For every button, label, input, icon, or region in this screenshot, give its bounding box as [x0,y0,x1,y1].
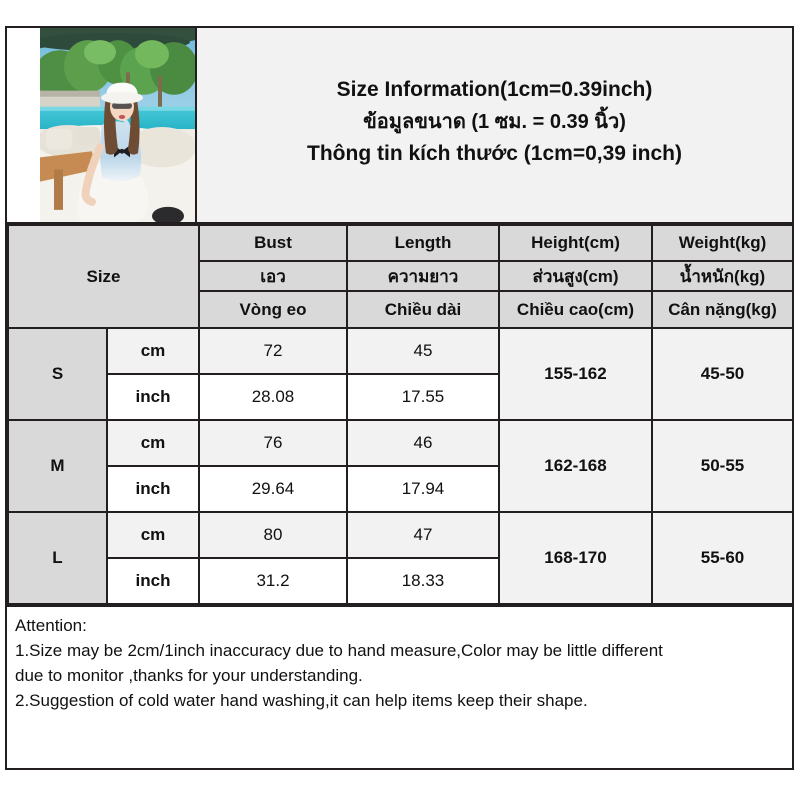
bust-inch-l: 31.2 [198,557,348,605]
length-cm-s: 45 [346,327,500,375]
size-label-m: M [7,419,108,513]
header-row-vietnamese: Vòng eo Chiều dài Chiều cao(cm) Cân nặng… [8,290,794,329]
product-photo-cell [7,28,197,222]
header-bust-vi: Vòng eo [198,290,348,329]
title-block: Size Information(1cm=0.39inch) ข้อมูลขนา… [197,28,792,222]
header-banner: Size Information(1cm=0.39inch) ข้อมูลขนา… [7,28,792,224]
table-row: M cm 76 46 162-168 50-55 [7,419,794,513]
header-height-th: ส่วนสูง(cm) [498,260,653,292]
weight-m: 50-55 [651,419,794,513]
header-length-th: ความยาว [346,260,500,292]
header-weight-en: Weight(kg) [651,224,794,262]
attention-line-1: 1.Size may be 2cm/1inch inaccuracy due t… [15,641,663,660]
unit-inch-m: inch [106,465,200,513]
unit-inch-s: inch [106,373,200,421]
title-english: Size Information(1cm=0.39inch) [336,78,653,101]
length-inch-m: 17.94 [346,465,500,513]
size-label-l: L [7,511,108,605]
unit-cm-m: cm [106,419,200,467]
length-inch-l: 18.33 [346,557,500,605]
product-photo [40,28,195,222]
header-weight-vi: Cân nặng(kg) [651,290,794,329]
model-photo-illustration [40,28,195,222]
unit-cm-s: cm [106,327,200,375]
length-cm-m: 46 [346,419,500,467]
size-title-cell: Size [7,224,200,329]
attention-line-3: 2.Suggestion of cold water hand washing,… [15,691,588,710]
table-row: inch 28.08 17.55 [8,373,793,421]
unit-inch-l: inch [106,557,200,605]
bust-cm-m: 76 [198,419,348,467]
weight-s: 45-50 [651,327,794,421]
table-row: L cm 80 47 168-170 55-60 [7,511,794,605]
title-thai: ข้อมูลขนาด (1 ซม. = 0.39 นิ้ว) [363,111,626,133]
size-table: Size Bust Length Height(cm) Weight(kg) เ… [7,224,794,605]
height-s: 155-162 [498,327,653,421]
header-bust-th: เอว [198,260,348,292]
table-row: S cm 72 45 155-162 45-50 [7,327,794,421]
bust-inch-s: 28.08 [198,373,348,421]
bust-cm-l: 80 [198,511,348,559]
title-vietnamese: Thông tin kích thước (1cm=0,39 inch) [307,142,682,165]
header-row-thai: เอว ความยาว ส่วนสูง(cm) น้ำหนัก(kg) [8,260,794,292]
table-row: inch 31.2 18.33 [8,557,793,605]
unit-cm-l: cm [106,511,200,559]
size-chart-card: Size Information(1cm=0.39inch) ข้อมูลขนา… [5,26,794,770]
length-inch-s: 17.55 [346,373,500,421]
bust-cm-s: 72 [198,327,348,375]
header-length-en: Length [346,224,500,262]
header-height-en: Height(cm) [498,224,653,262]
header-weight-th: น้ำหนัก(kg) [651,260,794,292]
attention-heading: Attention: [15,616,87,635]
weight-l: 55-60 [651,511,794,605]
attention-box: Attention: 1.Size may be 2cm/1inch inacc… [7,605,792,721]
length-cm-l: 47 [346,511,500,559]
header-bust-en: Bust [198,224,348,262]
table-row: inch 29.64 17.94 [8,465,793,513]
header-length-vi: Chiều dài [346,290,500,329]
height-m: 162-168 [498,419,653,513]
attention-line-2: due to monitor ,thanks for your understa… [15,666,363,685]
height-l: 168-170 [498,511,653,605]
header-height-vi: Chiều cao(cm) [498,290,653,329]
size-label-s: S [7,327,108,421]
bust-inch-m: 29.64 [198,465,348,513]
header-row-english: Size Bust Length Height(cm) Weight(kg) [7,224,794,329]
